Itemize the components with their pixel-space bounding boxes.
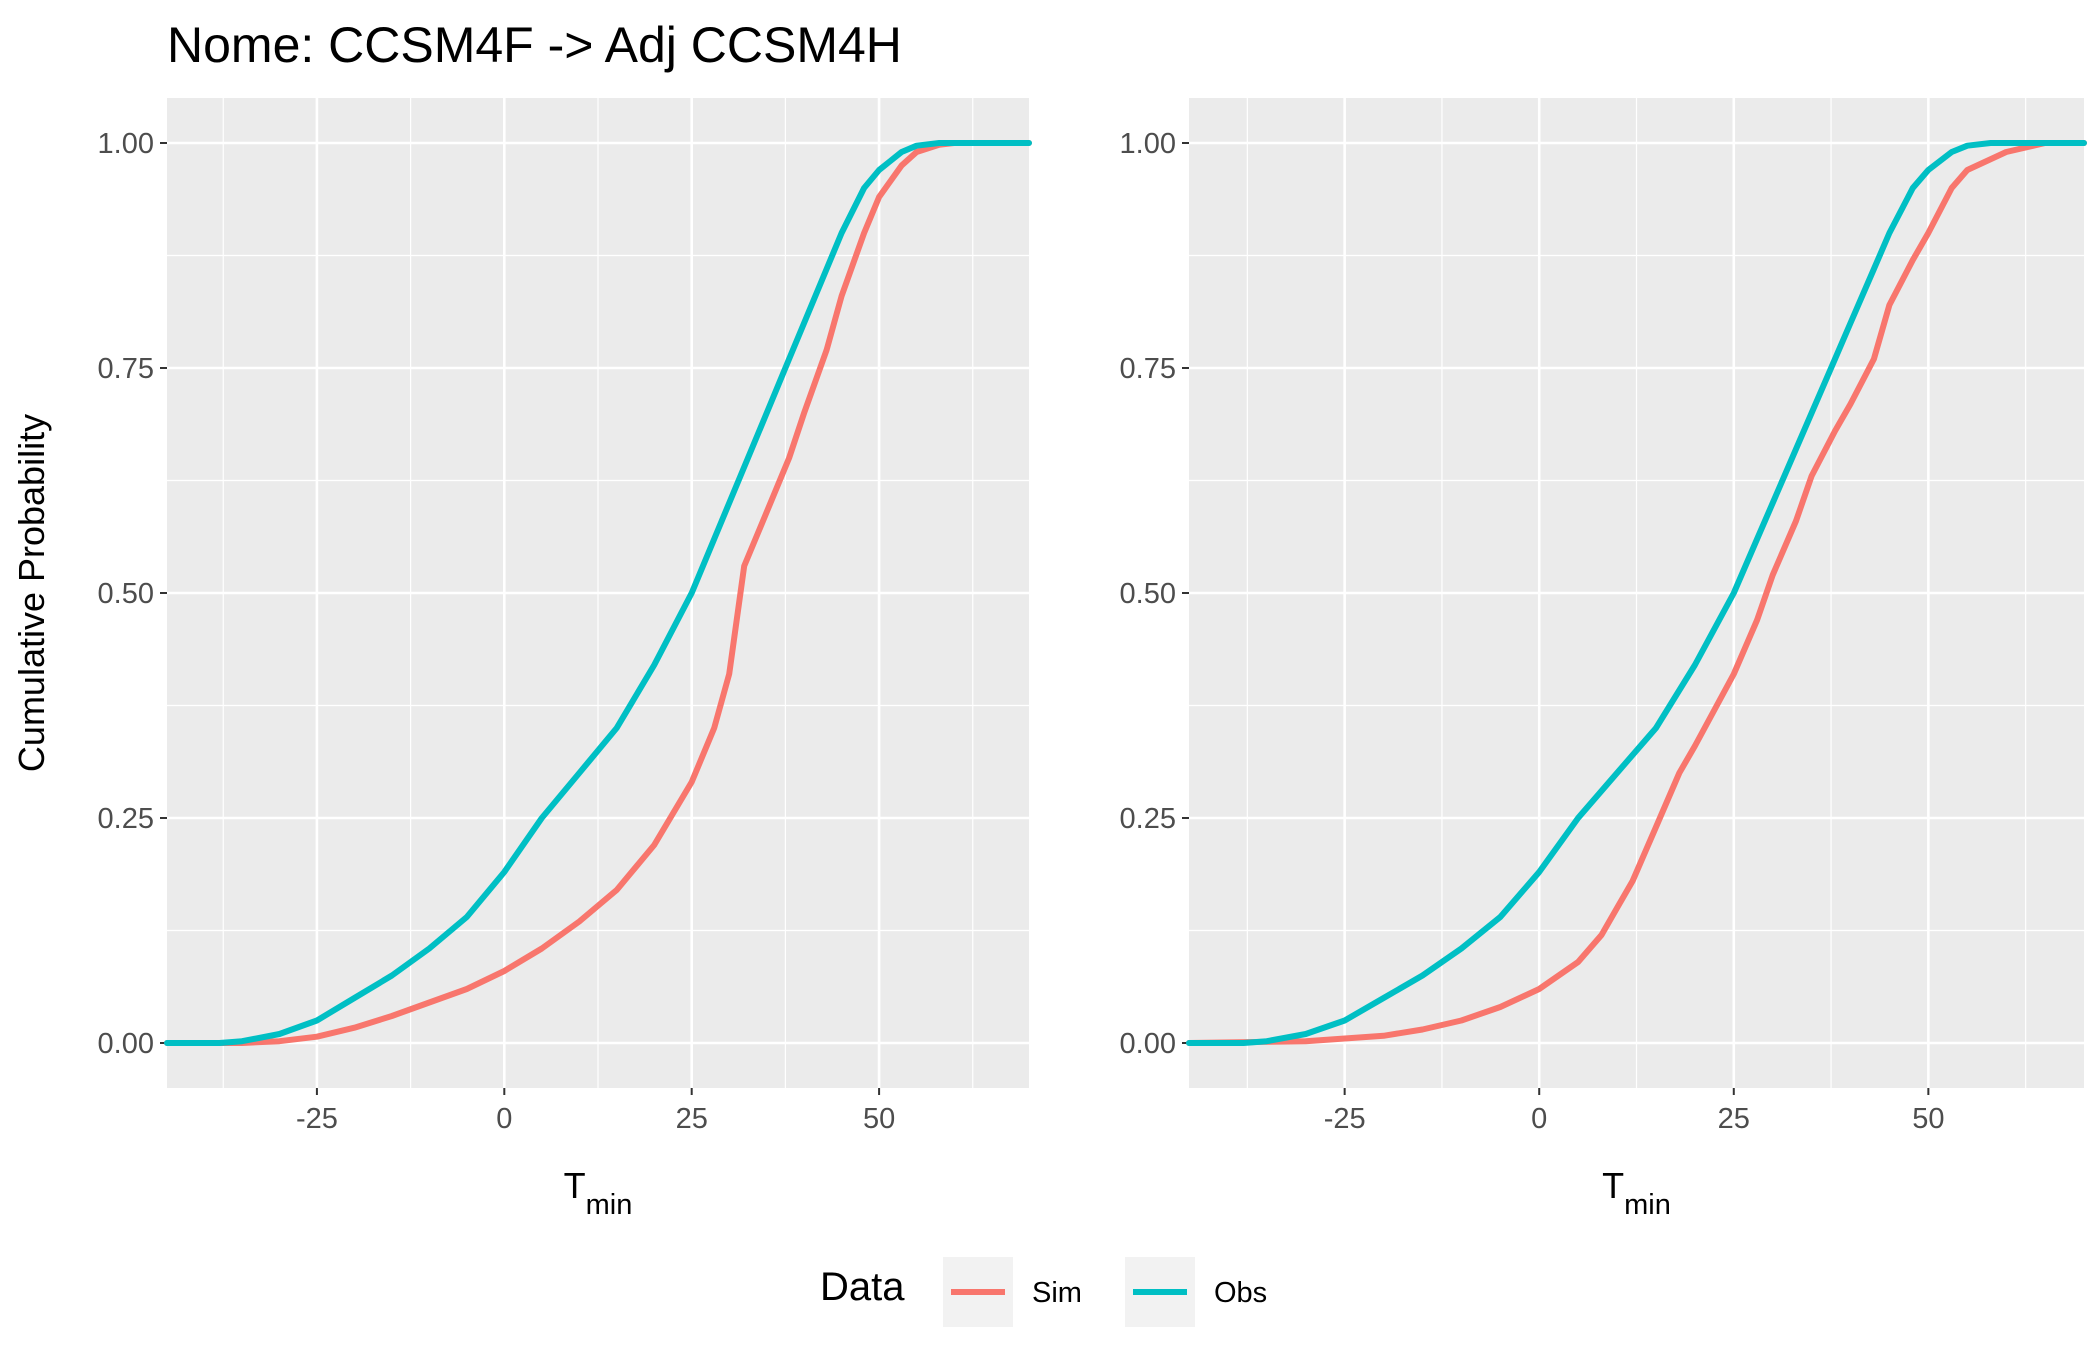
legend: Data Sim Obs bbox=[820, 1257, 1267, 1327]
x-tick-label: -25 bbox=[296, 1103, 338, 1135]
panel-1: -25 0 25 50 0.00 0.25 0.50 0.75 1.00 Tmin Cumulati… bbox=[11, 98, 1032, 1221]
legend-title: Data bbox=[820, 1265, 905, 1309]
y-tick-label: 0.50 bbox=[1120, 578, 1176, 610]
y-tick-label: 1.00 bbox=[98, 128, 154, 160]
y-tick-label: 0.50 bbox=[98, 578, 154, 610]
x-tick-label: 50 bbox=[863, 1103, 895, 1135]
legend-label-sim: Sim bbox=[1032, 1277, 1082, 1309]
x-axis-title: Tmin bbox=[1602, 1165, 1671, 1221]
x-tick-label: -25 bbox=[1324, 1103, 1366, 1135]
x-axis-title: Tmin bbox=[564, 1165, 633, 1221]
y-tick-label: 0.00 bbox=[1120, 1028, 1176, 1060]
legend-label-obs: Obs bbox=[1214, 1277, 1267, 1309]
series-line-sim bbox=[164, 140, 1032, 1046]
y-tick-label: 0.25 bbox=[98, 803, 154, 835]
x-tick-label: 50 bbox=[1912, 1103, 1944, 1135]
series-line-sim bbox=[1186, 140, 2087, 1046]
series-line-obs bbox=[164, 140, 1032, 1046]
chart-title: Nome: CCSM4F -> Adj CCSM4H bbox=[167, 17, 902, 73]
panel-2: -25 0 25 50 0.00 0.25 0.50 0.75 1.00 Tmin bbox=[1120, 98, 2087, 1221]
y-tick-label: 0.75 bbox=[1120, 353, 1176, 385]
series-line-obs bbox=[1186, 140, 2087, 1046]
x-tick-label: 25 bbox=[1718, 1103, 1750, 1135]
y-tick-label: 0.25 bbox=[1120, 803, 1176, 835]
y-tick-label: 0.00 bbox=[98, 1028, 154, 1060]
panels: -25 0 25 50 0.00 0.25 0.50 0.75 1.00 Tmin Cumulati… bbox=[11, 98, 2087, 1221]
y-axis-title: Cumulative Probability bbox=[11, 414, 52, 772]
x-tick-label: 0 bbox=[1531, 1103, 1547, 1135]
y-tick-label: 0.75 bbox=[98, 353, 154, 385]
y-tick-label: 1.00 bbox=[1120, 128, 1176, 160]
x-tick-label: 0 bbox=[496, 1103, 512, 1135]
x-tick-label: 25 bbox=[676, 1103, 708, 1135]
